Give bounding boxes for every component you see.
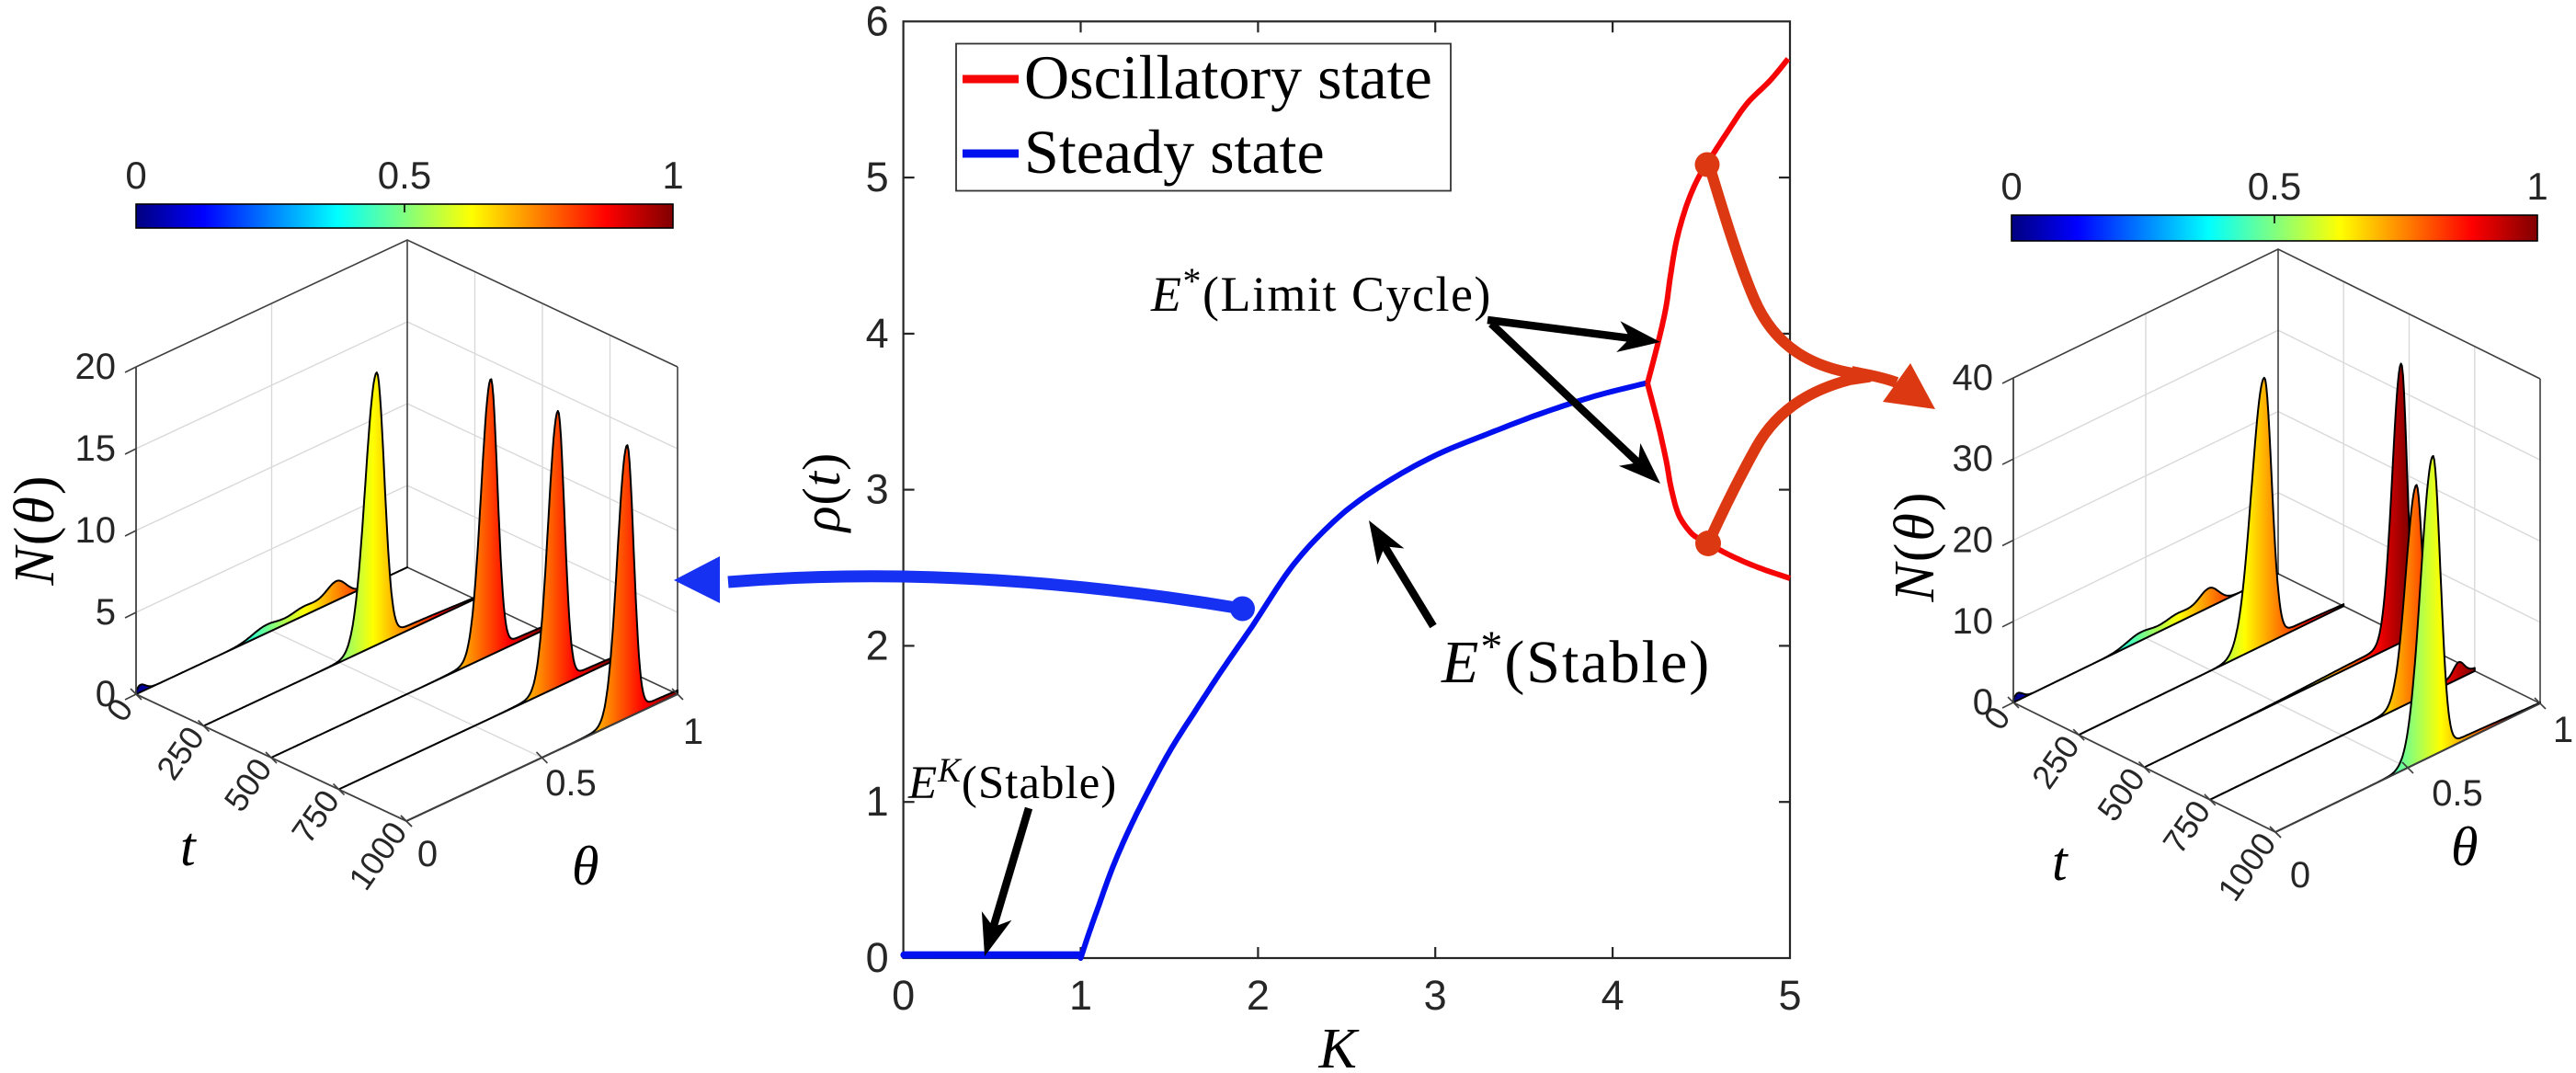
svg-text:5: 5 <box>866 154 889 200</box>
svg-text:1: 1 <box>2526 165 2548 208</box>
svg-text:0.5: 0.5 <box>2432 773 2483 814</box>
svg-text:Oscillatory state: Oscillatory state <box>1024 42 1432 112</box>
svg-text:θ: θ <box>2451 816 2478 877</box>
svg-text:3: 3 <box>866 466 889 513</box>
svg-text:3: 3 <box>1424 972 1447 1019</box>
svg-text:1: 1 <box>2553 710 2573 750</box>
svg-text:2: 2 <box>866 622 889 668</box>
svg-text:t: t <box>2052 831 2069 892</box>
svg-text:5: 5 <box>96 592 116 633</box>
svg-text:N(θ): N(θ) <box>4 474 66 586</box>
svg-text:N(θ): N(θ) <box>1884 490 1946 602</box>
svg-text:20: 20 <box>75 347 117 387</box>
svg-text:EK(Stable): EK(Stable) <box>907 752 1117 809</box>
svg-text:0.5: 0.5 <box>378 154 431 197</box>
svg-text:0: 0 <box>892 972 915 1019</box>
svg-text:1: 1 <box>866 778 889 825</box>
svg-text:θ: θ <box>572 836 598 896</box>
svg-text:40: 40 <box>1953 358 1994 398</box>
svg-text:E*(Limit Cycle): E*(Limit Cycle) <box>1150 260 1492 322</box>
svg-text:10: 10 <box>1953 601 1994 642</box>
svg-text:4: 4 <box>866 310 889 357</box>
svg-text:10: 10 <box>75 510 117 551</box>
svg-text:t: t <box>180 816 197 877</box>
svg-text:E*(Stable): E*(Stable) <box>1441 622 1711 696</box>
svg-text:0: 0 <box>2290 855 2310 896</box>
svg-text:0: 0 <box>417 834 438 874</box>
svg-text:0.5: 0.5 <box>2248 165 2301 208</box>
svg-text:20: 20 <box>1953 520 1994 561</box>
svg-text:ρ(t): ρ(t) <box>792 452 851 534</box>
svg-text:0: 0 <box>96 674 116 714</box>
svg-text:30: 30 <box>1953 439 1994 479</box>
svg-text:0: 0 <box>1973 682 1993 723</box>
svg-text:4: 4 <box>1601 972 1624 1019</box>
svg-text:15: 15 <box>75 428 117 469</box>
svg-text:1: 1 <box>683 712 703 752</box>
svg-text:5: 5 <box>1778 972 1801 1019</box>
svg-text:0: 0 <box>2000 165 2022 208</box>
svg-text:K: K <box>1318 1018 1361 1073</box>
svg-text:6: 6 <box>866 0 889 44</box>
svg-text:1: 1 <box>1069 972 1092 1019</box>
svg-text:0: 0 <box>125 154 146 197</box>
svg-text:0.5: 0.5 <box>545 763 597 804</box>
svg-text:1: 1 <box>662 154 683 197</box>
svg-text:2: 2 <box>1247 972 1270 1019</box>
svg-text:Steady state: Steady state <box>1024 117 1325 187</box>
svg-text:0: 0 <box>866 934 889 981</box>
